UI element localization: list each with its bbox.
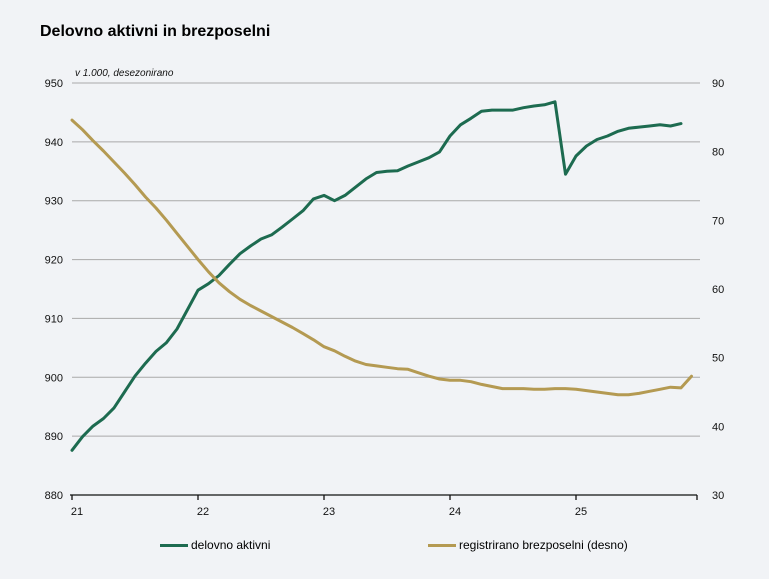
y-axis-left-tick-label: 900 [45, 372, 63, 384]
chart-subtitle: v 1.000, desezonirano [75, 68, 174, 79]
y-axis-right-tick-label: 30 [712, 490, 724, 502]
y-axis-right-tick-label: 60 [712, 284, 724, 296]
chart-title: Delovno aktivni in brezposelni [40, 23, 271, 40]
x-axis-tick-label: 21 [71, 506, 83, 518]
y-axis-left-tick-label: 910 [45, 313, 63, 325]
legend-swatch-delovno-aktivni [160, 543, 188, 547]
line-chart: 950 940 930 920 910 900 890 880 90 80 70 60 50 40 30 21… [45, 78, 725, 518]
y-axis-left-tick-label: 920 [45, 255, 63, 267]
legend-item-delovno-aktivni: delovno aktivni [160, 538, 270, 552]
x-axis-tick-label: 25 [575, 506, 587, 518]
y-axis-left-tick-label: 890 [45, 431, 63, 443]
y-axis-left-tick-label: 950 [45, 78, 63, 90]
series-line-registrirano-brezposelni [70, 118, 693, 397]
y-axis-right-tick-label: 70 [712, 215, 724, 227]
series-line-delovno-aktivni [70, 100, 683, 452]
x-axis-tick-label: 24 [449, 506, 461, 518]
y-axis-right-tick-label: 40 [712, 421, 724, 433]
chart-legend: delovno aktivni registrirano brezposelni… [0, 538, 769, 556]
y-axis-left-tick-label: 930 [45, 196, 63, 208]
legend-swatch-registrirano-brezposelni [428, 543, 456, 547]
legend-item-registrirano-brezposelni: registrirano brezposelni (desno) [428, 538, 628, 552]
y-axis-left-tick-label: 880 [45, 490, 63, 502]
y-axis-right-tick-label: 80 [712, 147, 724, 159]
legend-label-registrirano-brezposelni: registrirano brezposelni (desno) [459, 538, 628, 552]
y-axis-left-tick-label: 940 [45, 137, 63, 149]
y-axis-right-tick-label: 50 [712, 353, 724, 365]
x-axis-tick-label: 22 [197, 506, 209, 518]
legend-label-delovno-aktivni: delovno aktivni [191, 538, 271, 552]
y-axis-right-tick-label: 90 [712, 78, 724, 90]
x-axis-tick-label: 23 [323, 506, 335, 518]
